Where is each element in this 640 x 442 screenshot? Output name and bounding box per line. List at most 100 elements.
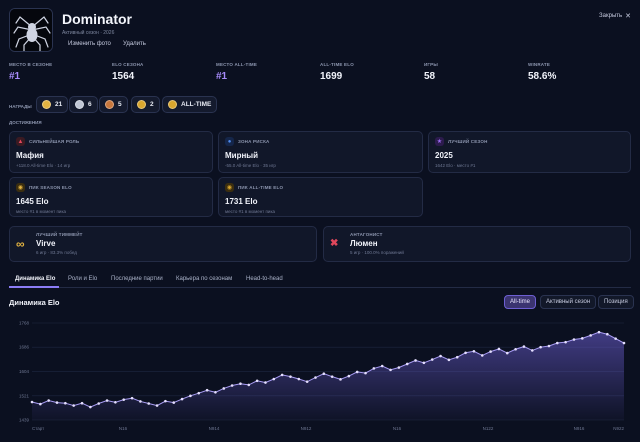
data-point <box>180 397 184 401</box>
y-tick-label: 1768 <box>19 321 30 326</box>
data-point <box>347 374 351 378</box>
data-point <box>355 370 359 374</box>
change-photo-link[interactable]: Изменить фото <box>68 41 111 47</box>
data-point <box>606 332 609 336</box>
tab-recent-games[interactable]: Последние партии <box>111 276 163 282</box>
series-area <box>32 332 624 420</box>
stat-value: #1 <box>9 71 21 82</box>
data-point <box>64 401 67 405</box>
awards-label: НАГРАДЫ <box>9 104 32 109</box>
stat-value: 58 <box>424 71 436 82</box>
data-point <box>472 350 476 353</box>
award-count: 2 <box>150 101 154 108</box>
data-point <box>130 396 134 400</box>
award-all-time-pill[interactable]: ALL-TIME <box>162 96 218 113</box>
stat-label: WINRATE <box>528 62 551 67</box>
segment-position[interactable]: Позиция <box>598 295 634 309</box>
stat-value: 58.6% <box>528 71 557 82</box>
data-point <box>205 388 209 392</box>
data-point <box>189 394 192 398</box>
data-point <box>264 381 267 384</box>
data-point <box>539 345 542 349</box>
award-pill[interactable]: 6 <box>69 96 98 113</box>
tab-roles-elo[interactable]: Роли и Elo <box>68 276 98 282</box>
tab-elo-dynamics[interactable]: Динамика Elo <box>15 276 56 282</box>
y-tick-label: 1604 <box>19 369 30 374</box>
award-count: 6 <box>88 101 92 108</box>
data-point <box>30 400 34 404</box>
x-tick-label: N912 <box>301 426 312 431</box>
y-tick-label: 1521 <box>19 393 30 398</box>
data-point <box>239 382 242 386</box>
data-point <box>389 368 392 372</box>
page-subtitle: Активный сезон · 2026 <box>62 30 115 36</box>
segment-active-season[interactable]: Активный сезон <box>540 295 597 309</box>
award-pill[interactable]: 2 <box>131 96 160 113</box>
data-point <box>597 330 601 334</box>
data-point <box>80 401 84 405</box>
antagonist-card: ✖ АНТАГОНИСТ Люмен 5 игр · 100.0% пораже… <box>323 226 631 262</box>
data-point <box>280 373 284 377</box>
data-point <box>372 367 376 370</box>
page-title: Dominator <box>62 11 132 27</box>
stat-label: ИГРЫ <box>424 62 438 67</box>
award-pill[interactable]: 21 <box>36 96 69 113</box>
award-all-time-label: ALL-TIME <box>181 101 212 108</box>
data-point <box>305 380 309 383</box>
hat-icon: ▲ <box>16 137 25 146</box>
avatar[interactable] <box>9 8 53 52</box>
stat-block: ELO СЕЗОНА 1564 <box>112 62 144 82</box>
data-point <box>514 347 517 351</box>
x-tick-label: N916 <box>574 426 585 431</box>
x-tick-label: N914 <box>209 426 220 431</box>
award-pill[interactable]: 5 <box>99 96 128 113</box>
crown-medal-icon: ◉ <box>225 183 234 192</box>
data-point <box>397 366 401 369</box>
x-tick-label: Старт <box>32 426 44 431</box>
data-point <box>330 375 334 378</box>
tab-head-to-head[interactable]: Head-to-head <box>246 276 283 282</box>
data-point <box>122 398 126 401</box>
data-point <box>155 404 159 407</box>
data-point <box>289 375 292 378</box>
achievement-card-peak-season-elo: ◉ ПИК SEASON ELO 1645 Elo место #1 в мом… <box>9 177 213 217</box>
data-point <box>505 351 509 355</box>
stat-block: МЕСТО В СЕЗОНЕ #1 <box>9 62 52 82</box>
data-point <box>572 338 576 341</box>
data-point <box>172 401 176 404</box>
data-point <box>114 401 117 404</box>
series-line <box>31 331 625 408</box>
data-point <box>497 347 501 351</box>
data-point <box>622 341 626 345</box>
data-point <box>105 399 109 402</box>
data-point <box>339 378 342 381</box>
data-point <box>447 358 451 362</box>
crown-icon <box>168 100 177 109</box>
close-button[interactable]: Закрыть ✕ <box>599 12 631 20</box>
data-point <box>247 383 251 387</box>
spider-icon <box>10 9 52 51</box>
medal-icon: ◉ <box>16 183 25 192</box>
data-point <box>255 379 259 383</box>
chart-title: Динамика Elo <box>9 298 60 307</box>
stat-value: 1699 <box>320 71 343 82</box>
stat-block: ИГРЫ 58 <box>424 62 438 82</box>
data-point <box>422 361 426 365</box>
infinity-icon: ∞ <box>16 236 25 251</box>
segment-all-time[interactable]: All-time <box>504 295 537 309</box>
data-point <box>589 334 592 337</box>
data-point <box>439 354 442 358</box>
stat-block: ALL-TIME ELO 1699 <box>320 62 354 82</box>
medal-icon <box>42 100 51 109</box>
stat-block: WINRATE 58.6% <box>528 62 556 82</box>
data-point <box>364 371 367 375</box>
data-point <box>39 402 42 406</box>
x-tick-label: N16 <box>393 426 402 431</box>
delete-photo-link[interactable]: Удалить <box>123 41 146 47</box>
data-point <box>530 349 534 352</box>
data-point <box>47 399 50 402</box>
x-tick-label: N122 <box>483 426 494 431</box>
tab-season-career[interactable]: Карьера по сезонам <box>176 276 233 282</box>
data-point <box>555 341 559 345</box>
teammate-card: ∞ ЛУЧШИЙ ТИММЕЙТ Virve 6 игр · 83.3% поб… <box>9 226 317 262</box>
